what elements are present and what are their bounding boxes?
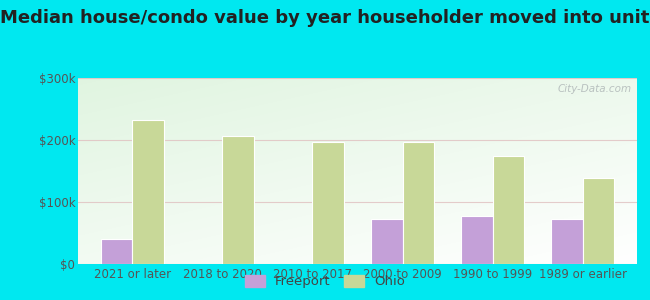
Bar bbox=[551, 219, 583, 264]
Bar bbox=[583, 178, 614, 264]
Legend: Freeport, Ohio: Freeport, Ohio bbox=[240, 269, 410, 293]
Bar bbox=[402, 142, 434, 264]
Bar bbox=[101, 239, 132, 264]
Text: Median house/condo value by year householder moved into unit: Median house/condo value by year househo… bbox=[0, 9, 650, 27]
Bar bbox=[222, 136, 254, 264]
Text: City-Data.com: City-Data.com bbox=[557, 84, 631, 94]
Bar bbox=[493, 156, 525, 264]
Bar bbox=[462, 216, 493, 264]
Bar bbox=[371, 219, 402, 264]
Bar bbox=[132, 120, 164, 264]
Bar bbox=[313, 142, 344, 264]
